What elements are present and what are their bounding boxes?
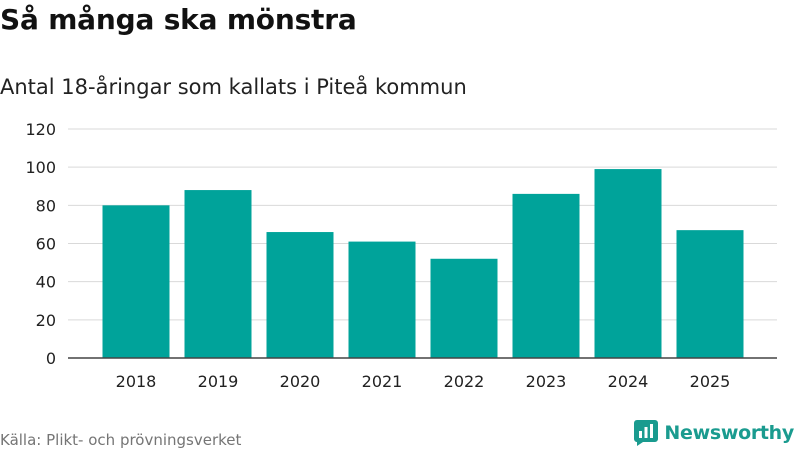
bar xyxy=(676,230,744,358)
bar xyxy=(184,190,252,358)
x-tick-label: 2023 xyxy=(526,372,567,391)
bar xyxy=(102,205,170,358)
y-tick-label: 40 xyxy=(36,273,56,292)
source-note: Källa: Plikt- och prövningsverket xyxy=(0,431,242,449)
y-tick-label: 80 xyxy=(36,196,56,215)
x-tick-label: 2022 xyxy=(444,372,485,391)
y-tick-label: 120 xyxy=(25,120,56,139)
x-tick-label: 2020 xyxy=(280,372,321,391)
brand: Newsworthy xyxy=(634,419,794,446)
x-tick-label: 2025 xyxy=(690,372,731,391)
x-tick-label: 2019 xyxy=(198,372,239,391)
bar xyxy=(594,169,662,358)
bar xyxy=(348,241,416,358)
chart-subtitle: Antal 18-åringar som kallats i Piteå kom… xyxy=(0,75,467,99)
bar xyxy=(512,193,580,358)
bar xyxy=(430,258,498,358)
chart-title: Så många ska mönstra xyxy=(0,3,357,36)
y-tick-label: 60 xyxy=(36,235,56,254)
y-tick-label: 100 xyxy=(25,158,56,177)
newsworthy-logo-icon xyxy=(634,420,659,446)
bar xyxy=(266,232,334,358)
y-tick-label: 20 xyxy=(36,311,56,330)
brand-name: Newsworthy xyxy=(664,421,794,444)
x-tick-label: 2018 xyxy=(116,372,157,391)
x-tick-label: 2024 xyxy=(608,372,649,391)
y-tick-label: 0 xyxy=(46,349,56,368)
x-tick-label: 2021 xyxy=(362,372,403,391)
